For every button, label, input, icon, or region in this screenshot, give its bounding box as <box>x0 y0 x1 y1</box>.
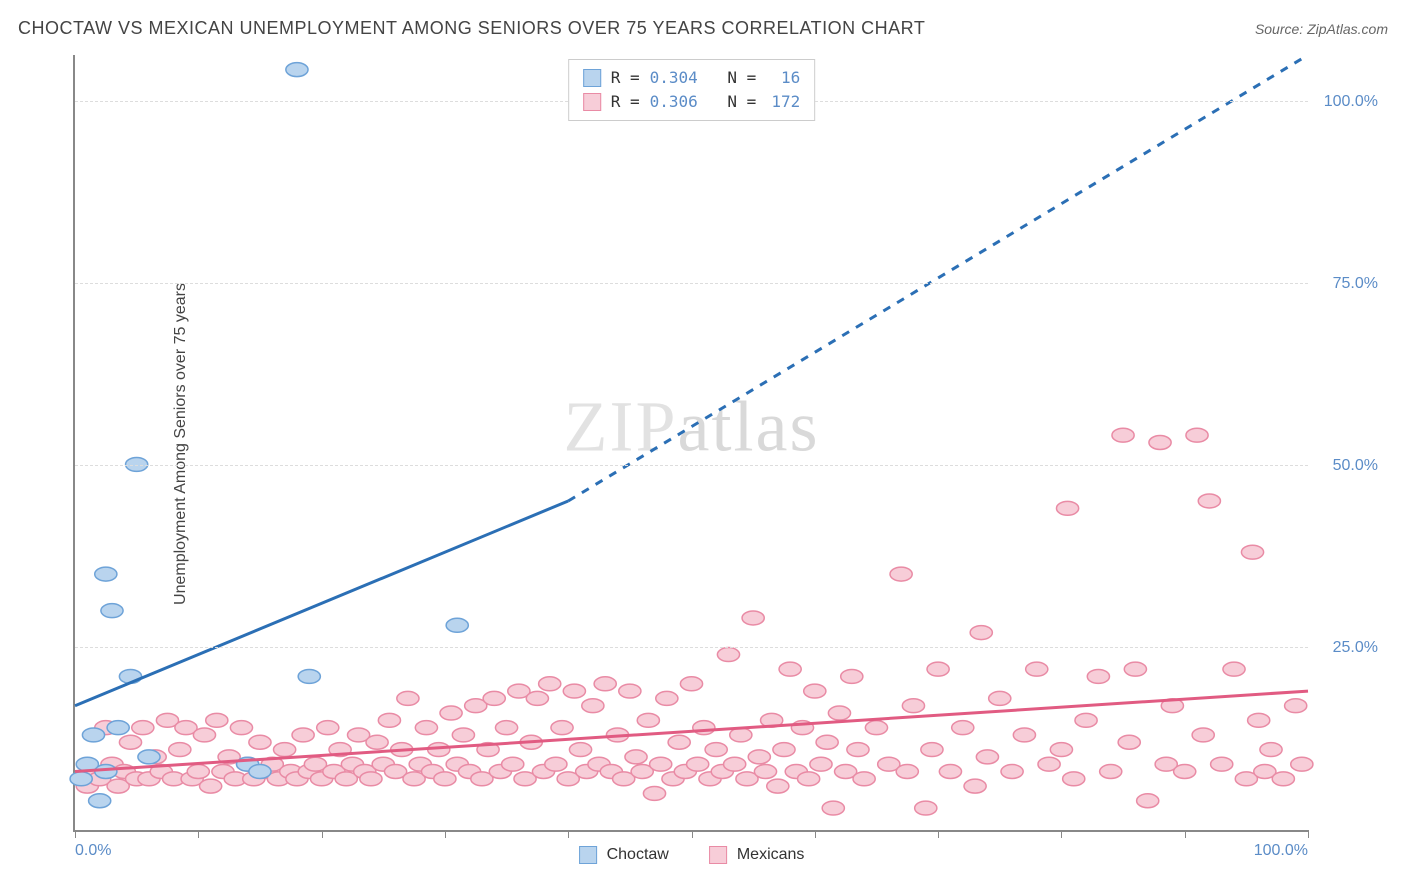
x-axis-max-label: 100.0% <box>1254 842 1308 860</box>
chart-title: CHOCTAW VS MEXICAN UNEMPLOYMENT AMONG SE… <box>18 18 925 39</box>
plot-area: ZIPatlas R = 0.304 N = 16 R = 0.306 N = … <box>73 55 1308 832</box>
y-tick-label: 100.0% <box>1318 93 1378 111</box>
mexicans-n-value: 172 <box>766 90 800 114</box>
y-tick-label: 75.0% <box>1318 275 1378 293</box>
legend-swatch-mexicans-2 <box>709 846 727 864</box>
legend-label-choctaw: Choctaw <box>607 846 669 864</box>
chart-container: Unemployment Among Seniors over 75 years… <box>55 55 1388 832</box>
r-label-2: R = <box>611 90 640 114</box>
legend-swatch-mexicans <box>583 93 601 111</box>
legend-stats-box: R = 0.304 N = 16 R = 0.306 N = 172 <box>568 59 816 121</box>
legend-row-mexicans: R = 0.306 N = 172 <box>583 90 801 114</box>
source-name: ZipAtlas.com <box>1307 21 1388 37</box>
legend-label-mexicans: Mexicans <box>737 846 805 864</box>
y-tick-label: 25.0% <box>1318 639 1378 657</box>
r-label: R = <box>611 66 640 90</box>
mexicans-r-value: 0.306 <box>650 90 698 114</box>
source-attribution: Source: ZipAtlas.com <box>1255 21 1388 37</box>
x-axis-min-label: 0.0% <box>75 842 111 860</box>
legend-item-choctaw: Choctaw <box>579 846 669 864</box>
legend-row-choctaw: R = 0.304 N = 16 <box>583 66 801 90</box>
scatter-plot-svg <box>75 55 1308 830</box>
n-label: N = <box>727 66 756 90</box>
legend-swatch-choctaw-2 <box>579 846 597 864</box>
y-tick-label: 50.0% <box>1318 457 1378 475</box>
legend-series: Choctaw Mexicans <box>579 846 805 864</box>
legend-swatch-choctaw <box>583 69 601 87</box>
choctaw-r-value: 0.304 <box>650 66 698 90</box>
n-label-2: N = <box>727 90 756 114</box>
legend-item-mexicans: Mexicans <box>709 846 805 864</box>
choctaw-n-value: 16 <box>766 66 800 90</box>
source-prefix: Source: <box>1255 21 1307 37</box>
